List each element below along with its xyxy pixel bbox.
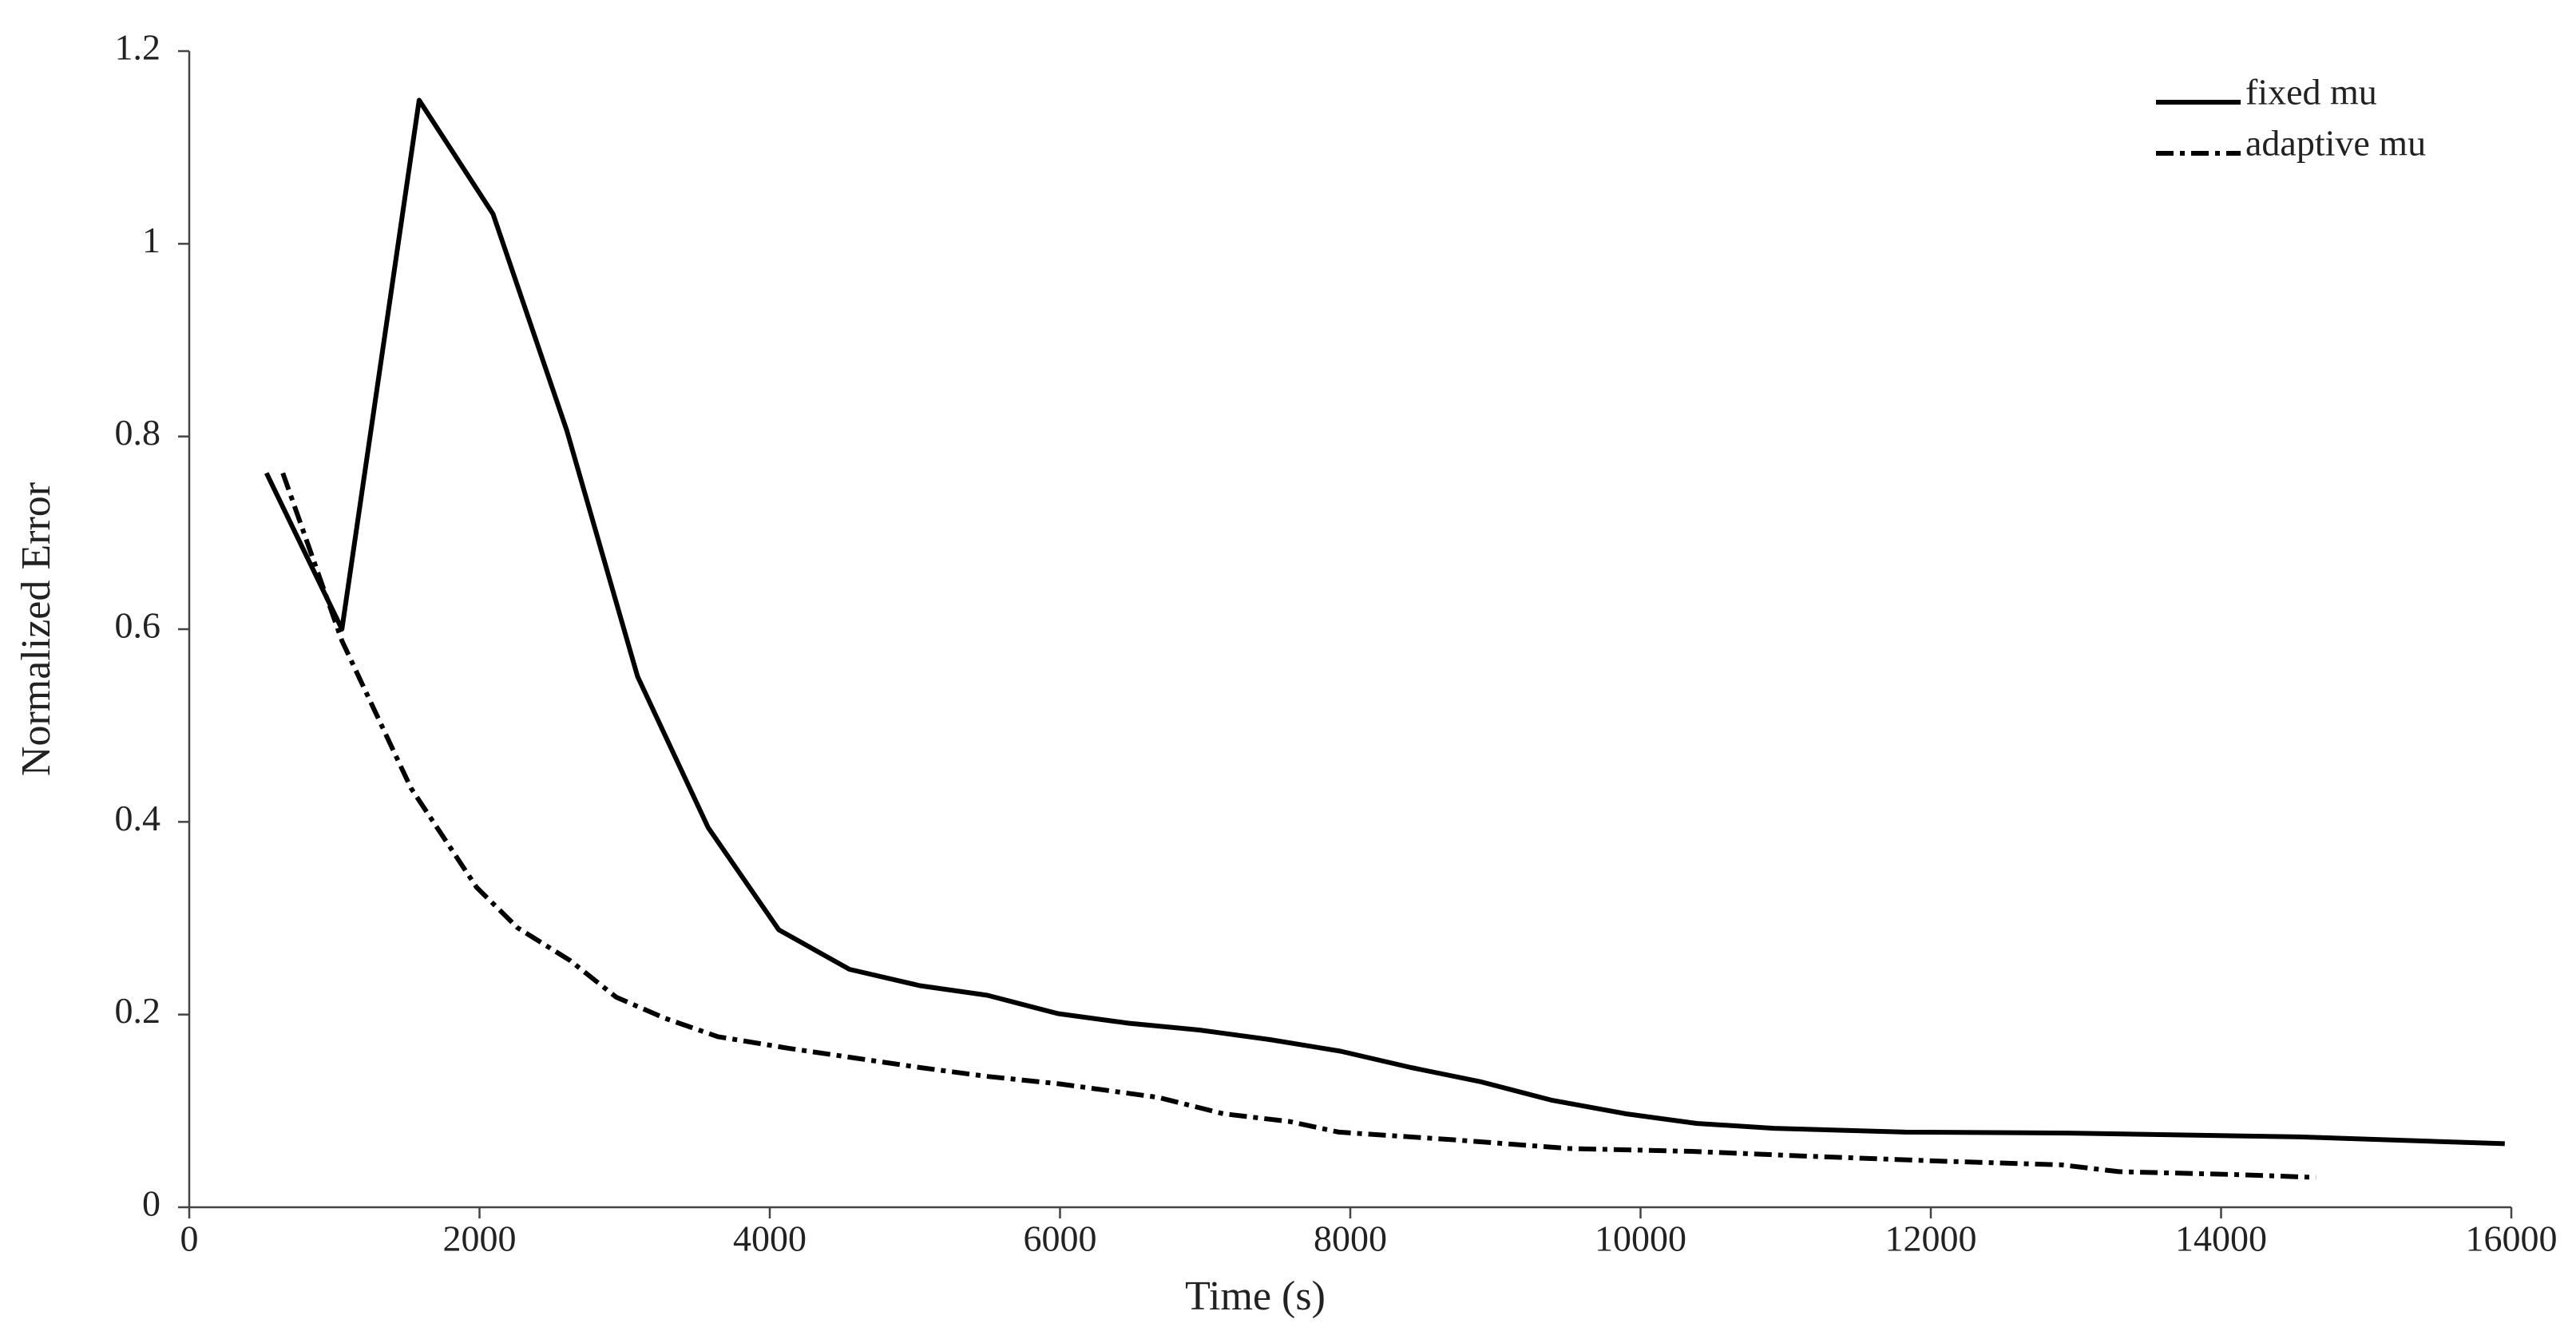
legend-label: fixed mu <box>2245 72 2377 113</box>
y-tick-label: 0.6 <box>115 605 161 646</box>
y-tick-label: 1.2 <box>115 27 161 68</box>
legend-label: adaptive mu <box>2245 123 2426 164</box>
x-tick-label: 0 <box>180 1218 199 1259</box>
y-tick-label: 0.2 <box>115 990 161 1031</box>
y-tick-label: 1 <box>142 220 161 260</box>
x-tick-label: 4000 <box>733 1218 806 1259</box>
x-tick-label: 16000 <box>2466 1218 2558 1259</box>
x-tick-label: 8000 <box>1314 1218 1387 1259</box>
x-tick-label: 10000 <box>1595 1218 1686 1259</box>
y-axis-label: Normalized Error <box>14 482 59 776</box>
y-tick-label: 0.8 <box>115 412 161 453</box>
y-tick-label: 0 <box>142 1183 161 1224</box>
series-line <box>264 97 2505 1147</box>
x-tick-label: 12000 <box>1885 1218 1977 1259</box>
y-tick-label: 0.4 <box>115 798 161 838</box>
x-tick-label: 6000 <box>1024 1218 1097 1259</box>
series-line <box>280 472 2316 1180</box>
x-tick-label: 14000 <box>2175 1218 2267 1259</box>
x-tick-label: 2000 <box>443 1218 517 1259</box>
x-axis-label: Time (s) <box>1185 1274 1326 1319</box>
